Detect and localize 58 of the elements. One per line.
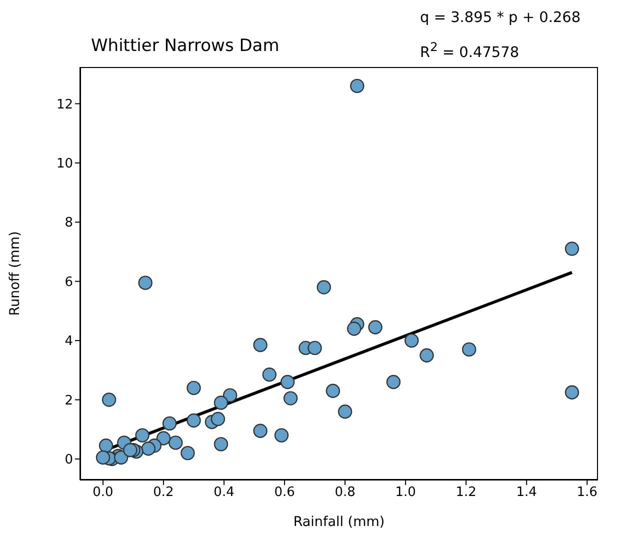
x-tick-label: 0.4 bbox=[214, 485, 234, 500]
point bbox=[186, 413, 201, 428]
point bbox=[564, 242, 580, 256]
point bbox=[338, 404, 352, 419]
x-tick-label: 1.0 bbox=[395, 485, 416, 500]
point bbox=[420, 348, 434, 362]
y-tick-label: 6 bbox=[64, 274, 73, 290]
y-tick-label: 2 bbox=[64, 393, 73, 408]
point bbox=[404, 333, 419, 348]
point bbox=[253, 424, 268, 438]
point bbox=[214, 437, 228, 452]
point bbox=[368, 320, 382, 334]
point bbox=[280, 374, 295, 390]
point bbox=[283, 391, 298, 406]
point bbox=[274, 428, 289, 442]
x-tick-label: 1.2 bbox=[456, 485, 476, 500]
point bbox=[462, 342, 476, 357]
point bbox=[564, 385, 580, 400]
chart-title: Whittier Narrows Dam bbox=[91, 36, 280, 56]
x-tick-label: 0.2 bbox=[153, 485, 174, 500]
x-tick-label: 0.6 bbox=[274, 485, 295, 500]
point bbox=[156, 431, 171, 446]
point bbox=[386, 374, 401, 390]
x-tick-label: 0.0 bbox=[92, 485, 114, 500]
point bbox=[347, 322, 362, 336]
point bbox=[135, 428, 150, 442]
y-tick-label: 8 bbox=[64, 216, 73, 231]
point bbox=[210, 412, 226, 426]
y-tick-label: 12 bbox=[56, 97, 73, 112]
point bbox=[162, 416, 177, 431]
point bbox=[326, 384, 340, 398]
point bbox=[141, 442, 156, 456]
point bbox=[168, 436, 183, 450]
point bbox=[214, 396, 228, 410]
point bbox=[138, 276, 152, 290]
point bbox=[253, 338, 268, 352]
point bbox=[114, 450, 128, 465]
point bbox=[96, 450, 110, 465]
y-tick-label: 10 bbox=[56, 156, 73, 172]
point bbox=[123, 443, 138, 458]
point bbox=[262, 368, 277, 382]
point bbox=[316, 280, 331, 294]
point bbox=[98, 438, 114, 453]
x-tick-label: 1.6 bbox=[576, 485, 598, 500]
y-tick-label: 0 bbox=[64, 452, 73, 468]
point bbox=[180, 446, 195, 460]
x-axis-title: Rainfall (mm) bbox=[293, 514, 385, 530]
point bbox=[186, 380, 201, 396]
text: R$^{2}$ = 0.47578 bbox=[420, 40, 520, 61]
point bbox=[350, 78, 364, 94]
point bbox=[308, 340, 322, 356]
point bbox=[222, 388, 238, 402]
y-axis-title: Runoff (mm) bbox=[6, 231, 23, 316]
text: q = 3.895 * p + 0.268 bbox=[420, 10, 581, 26]
x-tick-label: 0.8 bbox=[334, 485, 356, 500]
x-tick-label: 1.4 bbox=[516, 485, 537, 500]
y-tick-label: 4 bbox=[64, 334, 73, 350]
point bbox=[102, 392, 116, 407]
